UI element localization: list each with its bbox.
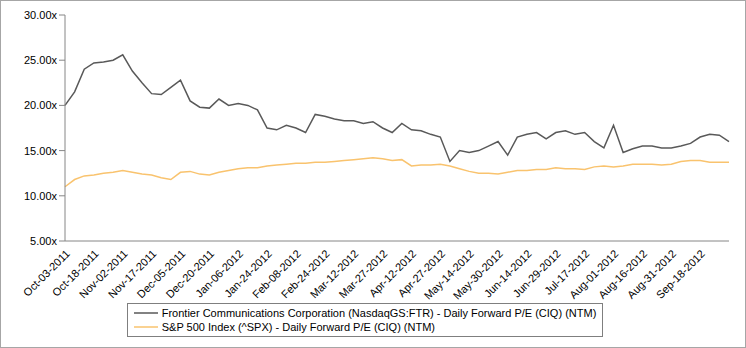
svg-text:Feb-24-2012: Feb-24-2012 <box>278 247 332 301</box>
svg-text:Jun-29-2012: Jun-29-2012 <box>510 247 563 300</box>
svg-text:Jan-24-2012: Jan-24-2012 <box>221 247 274 300</box>
svg-text:Jan-06-2012: Jan-06-2012 <box>193 247 246 300</box>
svg-text:Jul-17-2012: Jul-17-2012 <box>542 247 592 297</box>
svg-text:Nov-17-2011: Nov-17-2011 <box>105 247 159 301</box>
svg-text:May-14-2012: May-14-2012 <box>421 247 477 302</box>
html-text:Frontier Communications Corpor: Frontier Communications Corporation (Nas… <box>161 307 597 319</box>
svg-text:Sep-18-2012: Sep-18-2012 <box>654 247 707 300</box>
html-text:S&P 500 Index (^SPX) - Daily F: S&P 500 Index (^SPX) - Daily Forward P/E… <box>161 321 435 333</box>
svg-text:5.00x: 5.00x <box>30 235 57 247</box>
svg-text:Aug-01-2012: Aug-01-2012 <box>567 247 620 300</box>
svg-text:Feb-08-2012: Feb-08-2012 <box>249 247 303 301</box>
svg-text:Jun-14-2012: Jun-14-2012 <box>481 247 534 300</box>
svg-text:Oct-18-2011: Oct-18-2011 <box>49 247 101 299</box>
svg-text:Aug-31-2012: Aug-31-2012 <box>625 247 678 300</box>
svg-text:Apr-27-2012: Apr-27-2012 <box>395 247 448 300</box>
svg-text:Mar-12-2012: Mar-12-2012 <box>307 247 361 301</box>
svg-text:Aug-16-2012: Aug-16-2012 <box>596 247 649 300</box>
svg-text:Apr-12-2012: Apr-12-2012 <box>366 247 419 300</box>
svg-text:Oct-03-2011: Oct-03-2011 <box>20 247 72 299</box>
svg-text:Nov-02-2011: Nov-02-2011 <box>76 247 130 301</box>
svg-text:Mar-27-2012: Mar-27-2012 <box>336 247 390 301</box>
svg-text:30.00x: 30.00x <box>24 9 58 21</box>
svg-text:15.00x: 15.00x <box>24 145 58 157</box>
svg-text:20.00x: 20.00x <box>24 99 58 111</box>
svg-text:May-30-2012: May-30-2012 <box>450 247 505 302</box>
svg-text:Dec-05-2011: Dec-05-2011 <box>134 247 188 301</box>
svg-text:25.00x: 25.00x <box>24 54 58 66</box>
svg-text:Dec-20-2011: Dec-20-2011 <box>163 247 217 301</box>
svg-text:10.00x: 10.00x <box>24 190 58 202</box>
